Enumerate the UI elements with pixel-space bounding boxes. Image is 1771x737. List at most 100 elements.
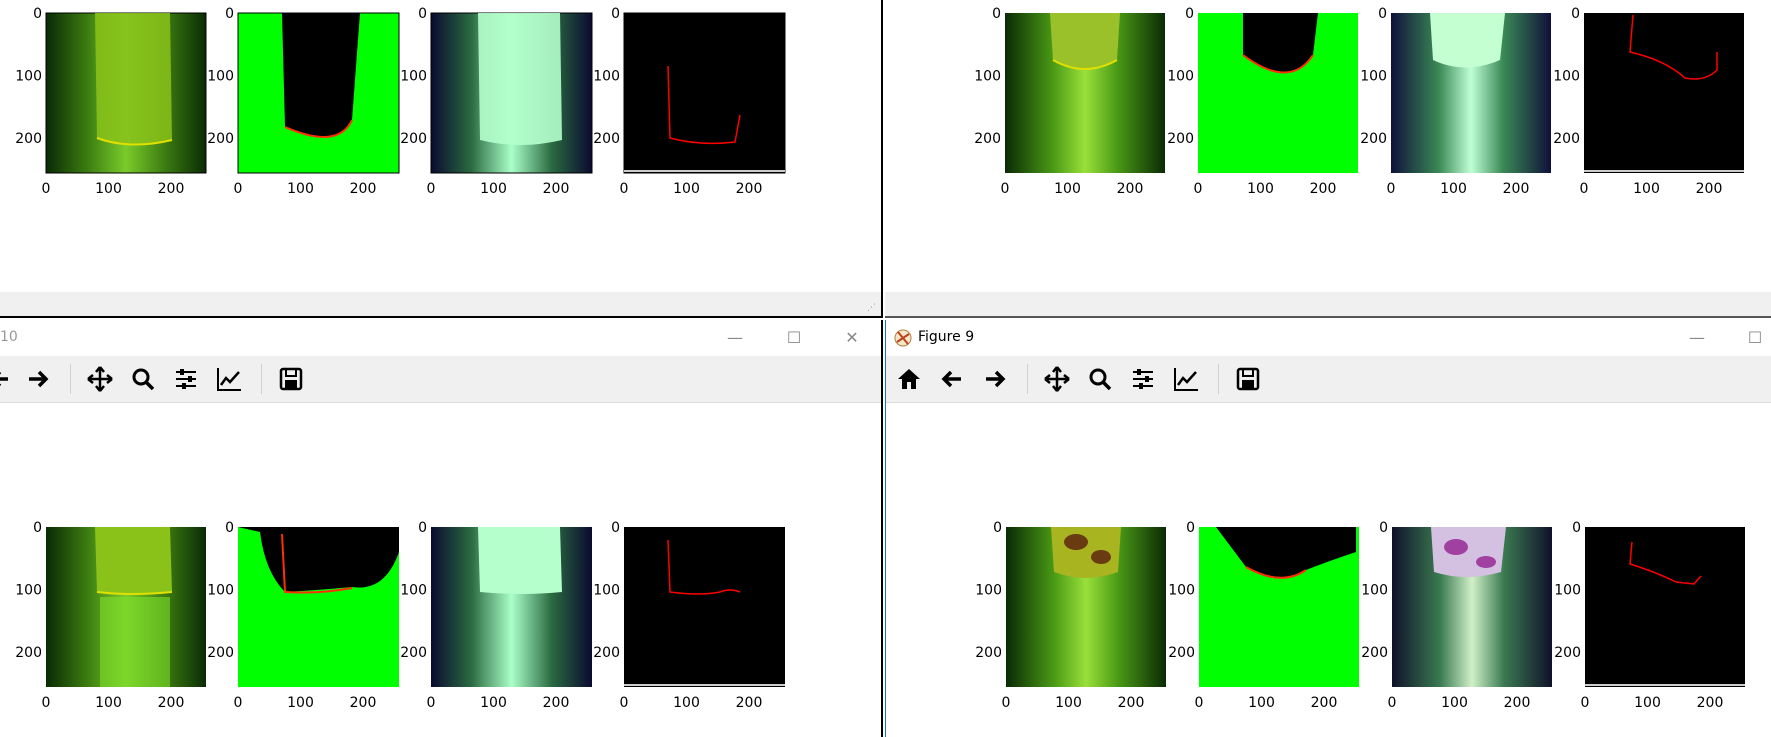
- x-tick-label: 200: [1697, 695, 1724, 711]
- back-icon[interactable]: [0, 364, 18, 394]
- y-tick-label: 200: [15, 645, 42, 661]
- x-tick-label: 200: [1117, 181, 1144, 197]
- subplot-3: [1392, 527, 1552, 687]
- toolbar-separator: [1027, 364, 1028, 394]
- y-tick-label: 200: [975, 645, 1002, 661]
- status-bar: [885, 292, 1771, 316]
- subplot-2: [1199, 527, 1359, 687]
- title-bar: Figure 9 — ☐: [886, 320, 1771, 356]
- figure-window-bottom-left: 10 — ☐ ✕: [0, 320, 883, 737]
- figure-canvas-bottom-right: 0 100 200 0 100 200 0 100 200 0 100 200 0 100 200 0 100 2…: [975, 520, 1745, 711]
- x-tick-label: 0: [427, 695, 436, 711]
- configure-subplots-icon[interactable]: [1128, 364, 1158, 394]
- x-tick-label: 100: [1054, 181, 1081, 197]
- x-tick-label: 100: [480, 181, 507, 197]
- x-tick-label: 0: [1195, 695, 1204, 711]
- y-tick-label: 100: [207, 69, 234, 85]
- x-tick-label: 100: [95, 695, 122, 711]
- x-tick-label: 100: [673, 695, 700, 711]
- edit-axis-icon[interactable]: [1171, 364, 1201, 394]
- x-tick-label: 100: [1440, 181, 1467, 197]
- status-bar: ⋰: [0, 292, 881, 316]
- y-tick-label: 200: [400, 645, 427, 661]
- pan-icon[interactable]: [85, 364, 115, 394]
- save-icon[interactable]: [276, 364, 306, 394]
- x-tick-label: 0: [1387, 181, 1396, 197]
- x-tick-label: 0: [234, 181, 243, 197]
- y-tick-label: 100: [1360, 69, 1387, 85]
- x-tick-label: 0: [620, 181, 629, 197]
- back-icon[interactable]: [937, 364, 967, 394]
- figure-canvas-bottom-left: 0 100 200 0 100 200 0 100 200 0 100 200 0 100 200 0 100 2…: [15, 520, 785, 711]
- x-tick-label: 100: [95, 181, 122, 197]
- y-tick-label: 200: [1168, 645, 1195, 661]
- home-icon[interactable]: [894, 364, 924, 394]
- toolbar-separator: [1218, 364, 1219, 394]
- x-tick-label: 100: [287, 181, 314, 197]
- subplot-2: [1198, 13, 1358, 173]
- forward-icon[interactable]: [23, 364, 53, 394]
- zoom-icon[interactable]: [128, 364, 158, 394]
- minimize-icon[interactable]: —: [727, 328, 743, 347]
- minimize-icon[interactable]: —: [1689, 328, 1705, 347]
- matplotlib-logo-icon: [894, 329, 912, 347]
- y-tick-label: 200: [1361, 645, 1388, 661]
- y-tick-label: 0: [992, 6, 1001, 22]
- x-tick-label: 200: [736, 181, 763, 197]
- x-tick-label: 0: [1581, 695, 1590, 711]
- y-tick-label: 0: [418, 6, 427, 22]
- y-tick-label: 100: [400, 69, 427, 85]
- x-tick-label: 100: [1247, 181, 1274, 197]
- figure-window-top-left: 0 100 200 0 100 200 0 100 200 0 100 200 0 100 200 0 100 2…: [0, 0, 883, 318]
- x-tick-label: 0: [42, 695, 51, 711]
- y-tick-label: 0: [1185, 6, 1194, 22]
- subplot-4: [624, 527, 785, 687]
- close-icon[interactable]: ✕: [845, 328, 859, 347]
- x-tick-label: 100: [480, 695, 507, 711]
- y-tick-label: 0: [1571, 6, 1580, 22]
- x-tick-label: 100: [1634, 695, 1661, 711]
- resize-grip-icon[interactable]: ⋰: [867, 303, 876, 313]
- x-tick-label: 0: [42, 181, 51, 197]
- y-tick-label: 0: [611, 6, 620, 22]
- y-tick-label: 100: [1553, 69, 1580, 85]
- y-tick-label: 200: [207, 645, 234, 661]
- title-bar: 10 — ☐ ✕: [0, 320, 881, 356]
- configure-subplots-icon[interactable]: [171, 364, 201, 394]
- y-tick-label: 200: [1360, 131, 1387, 147]
- y-tick-label: 200: [593, 131, 620, 147]
- y-tick-label: 200: [974, 131, 1001, 147]
- y-tick-label: 200: [400, 131, 427, 147]
- y-tick-label: 100: [1167, 69, 1194, 85]
- y-tick-label: 0: [33, 6, 42, 22]
- x-tick-label: 0: [1002, 695, 1011, 711]
- x-tick-label: 200: [350, 695, 377, 711]
- figure-canvas-top-right: 0 100 200 0 100 200 0 100 200 0 100 200 0 100 200 0 100 2…: [974, 6, 1744, 197]
- x-tick-label: 200: [543, 181, 570, 197]
- maximize-icon[interactable]: ☐: [1747, 328, 1763, 347]
- subplot-1: [45, 12, 207, 174]
- zoom-icon[interactable]: [1085, 364, 1115, 394]
- x-tick-label: 100: [1441, 695, 1468, 711]
- y-tick-label: 100: [1361, 583, 1388, 599]
- x-tick-label: 200: [736, 695, 763, 711]
- subplot-1: [1006, 527, 1166, 687]
- x-tick-label: 200: [1503, 181, 1530, 197]
- subplot-3: [430, 12, 593, 174]
- x-tick-label: 200: [1311, 695, 1338, 711]
- y-tick-label: 100: [15, 583, 42, 599]
- pan-icon[interactable]: [1042, 364, 1072, 394]
- edit-axis-icon[interactable]: [214, 364, 244, 394]
- y-tick-label: 200: [593, 645, 620, 661]
- y-tick-label: 200: [1167, 131, 1194, 147]
- x-tick-label: 0: [1388, 695, 1397, 711]
- x-tick-label: 0: [1194, 181, 1203, 197]
- forward-icon[interactable]: [980, 364, 1010, 394]
- maximize-icon[interactable]: ☐: [786, 328, 802, 347]
- y-tick-label: 0: [418, 520, 427, 536]
- subplot-4: [1585, 527, 1745, 687]
- save-icon[interactable]: [1233, 364, 1263, 394]
- y-tick-label: 0: [1379, 520, 1388, 536]
- x-tick-label: 200: [1696, 181, 1723, 197]
- x-tick-label: 200: [1504, 695, 1531, 711]
